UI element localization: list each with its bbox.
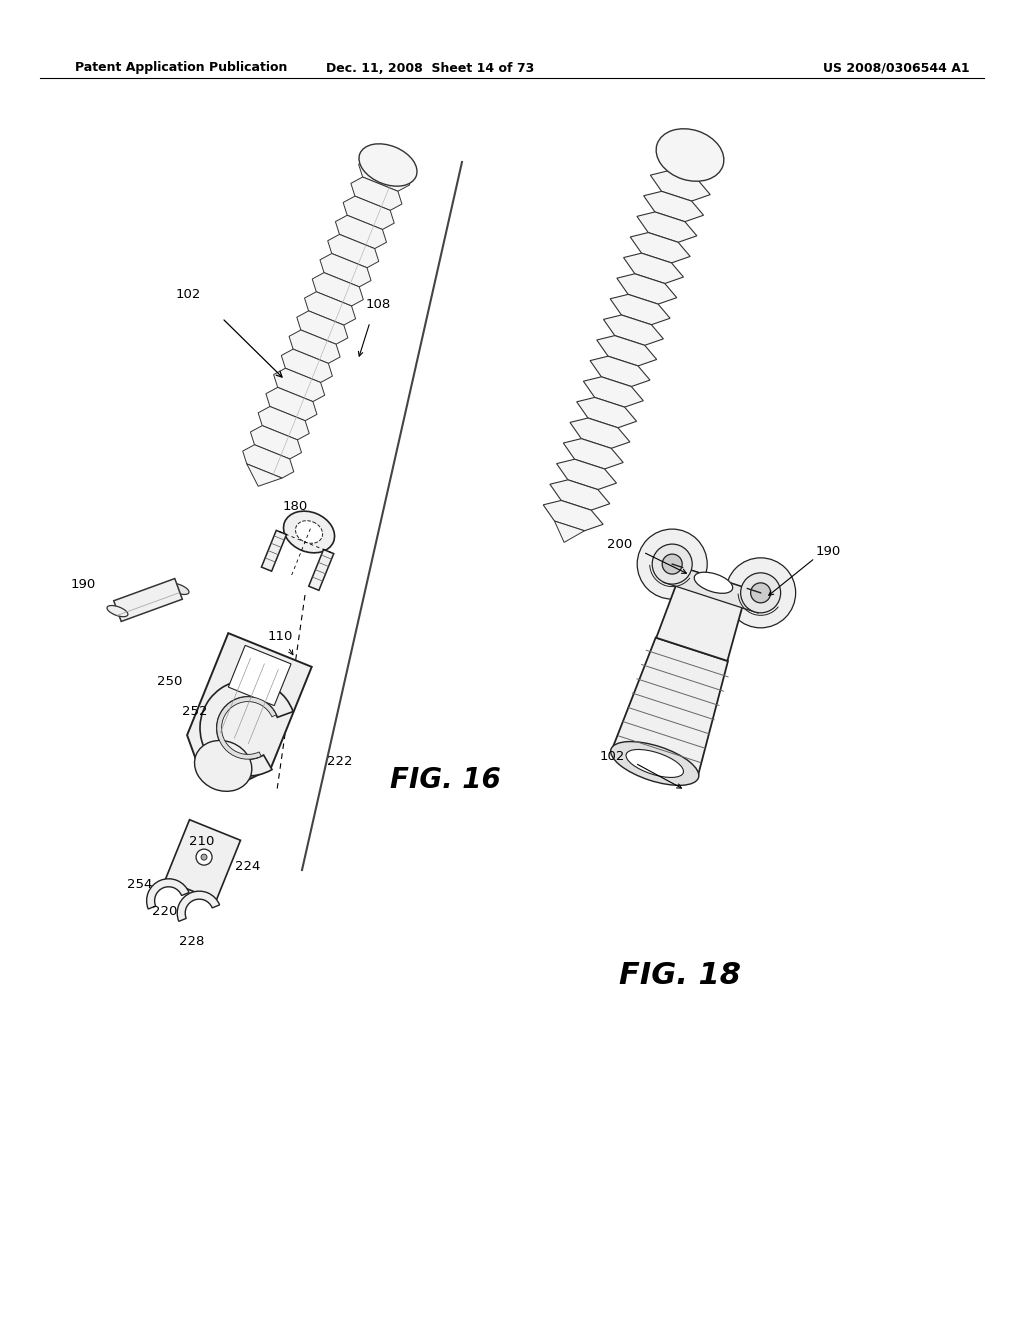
Polygon shape <box>289 330 340 363</box>
Text: 254: 254 <box>127 878 153 891</box>
Polygon shape <box>543 500 603 531</box>
Polygon shape <box>550 480 610 510</box>
Circle shape <box>751 583 771 603</box>
Polygon shape <box>328 235 379 268</box>
Polygon shape <box>165 820 241 900</box>
Polygon shape <box>557 459 616 490</box>
Polygon shape <box>319 253 371 286</box>
Ellipse shape <box>195 741 252 791</box>
Text: 252: 252 <box>182 705 208 718</box>
Ellipse shape <box>656 129 724 181</box>
Polygon shape <box>555 150 705 531</box>
Text: 180: 180 <box>283 500 307 513</box>
Text: 228: 228 <box>179 935 205 948</box>
Polygon shape <box>343 197 394 230</box>
Text: US 2008/0306544 A1: US 2008/0306544 A1 <box>823 62 970 74</box>
Polygon shape <box>577 397 637 428</box>
Wedge shape <box>146 879 189 909</box>
Text: 200: 200 <box>607 539 633 550</box>
Polygon shape <box>251 425 301 459</box>
Polygon shape <box>247 463 282 486</box>
Text: 102: 102 <box>175 288 201 301</box>
Polygon shape <box>570 418 630 449</box>
Circle shape <box>196 849 212 865</box>
Text: 222: 222 <box>328 755 352 768</box>
Polygon shape <box>297 312 348 345</box>
Wedge shape <box>177 891 219 921</box>
Polygon shape <box>273 368 325 401</box>
Text: 220: 220 <box>153 906 178 917</box>
Circle shape <box>726 558 796 628</box>
Wedge shape <box>217 697 276 759</box>
Polygon shape <box>657 150 717 181</box>
Polygon shape <box>624 253 683 284</box>
Circle shape <box>663 554 682 574</box>
Circle shape <box>637 529 708 599</box>
Polygon shape <box>590 356 650 387</box>
Ellipse shape <box>694 572 733 593</box>
Ellipse shape <box>610 742 698 785</box>
Polygon shape <box>336 215 386 248</box>
Polygon shape <box>610 294 670 325</box>
Polygon shape <box>656 568 748 661</box>
Polygon shape <box>612 638 728 777</box>
Wedge shape <box>200 680 293 776</box>
Polygon shape <box>243 445 294 478</box>
Text: Dec. 11, 2008  Sheet 14 of 73: Dec. 11, 2008 Sheet 14 of 73 <box>326 62 535 74</box>
Text: 190: 190 <box>815 545 841 558</box>
Polygon shape <box>282 348 333 383</box>
Text: 102: 102 <box>599 750 625 763</box>
Text: 190: 190 <box>71 578 95 591</box>
Polygon shape <box>187 634 311 780</box>
Polygon shape <box>644 191 703 222</box>
Polygon shape <box>650 170 711 201</box>
Circle shape <box>740 573 780 612</box>
Polygon shape <box>261 531 287 572</box>
Polygon shape <box>304 292 355 325</box>
Polygon shape <box>584 376 643 407</box>
Ellipse shape <box>284 511 335 553</box>
Polygon shape <box>630 232 690 263</box>
Polygon shape <box>637 213 697 243</box>
Polygon shape <box>258 407 309 440</box>
Polygon shape <box>563 438 624 469</box>
Text: FIG. 16: FIG. 16 <box>390 766 501 795</box>
Polygon shape <box>597 335 656 366</box>
Text: 110: 110 <box>267 630 293 643</box>
Text: 250: 250 <box>158 675 182 688</box>
Ellipse shape <box>626 750 683 777</box>
Polygon shape <box>603 315 664 346</box>
Polygon shape <box>664 564 765 612</box>
Circle shape <box>652 544 692 583</box>
Ellipse shape <box>359 144 417 186</box>
Polygon shape <box>616 273 677 304</box>
Text: FIG. 18: FIG. 18 <box>618 961 741 990</box>
Polygon shape <box>358 158 410 191</box>
Polygon shape <box>351 177 402 210</box>
Polygon shape <box>228 645 291 706</box>
Ellipse shape <box>296 520 323 544</box>
Polygon shape <box>555 521 585 543</box>
Text: Patent Application Publication: Patent Application Publication <box>75 62 288 74</box>
Ellipse shape <box>168 583 189 594</box>
Text: 224: 224 <box>236 861 261 873</box>
Polygon shape <box>114 578 182 622</box>
Polygon shape <box>312 273 364 306</box>
Text: 210: 210 <box>189 836 215 847</box>
Polygon shape <box>308 549 334 590</box>
Circle shape <box>201 854 207 861</box>
Text: 108: 108 <box>366 298 390 312</box>
Ellipse shape <box>108 606 128 616</box>
Polygon shape <box>247 158 406 478</box>
Polygon shape <box>266 387 317 421</box>
